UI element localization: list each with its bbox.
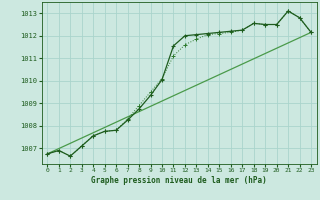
X-axis label: Graphe pression niveau de la mer (hPa): Graphe pression niveau de la mer (hPa) [91,176,267,185]
